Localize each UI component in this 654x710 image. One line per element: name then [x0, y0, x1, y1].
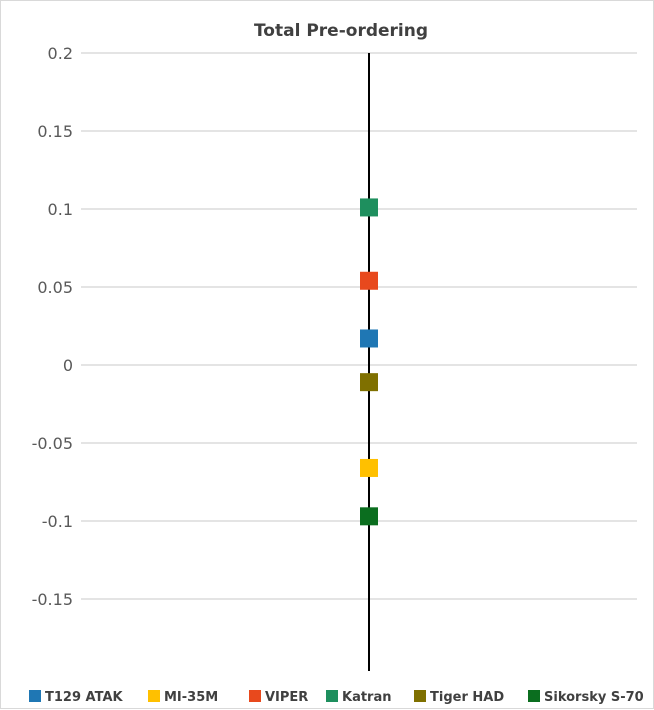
y-tick-label: 0.2: [48, 44, 73, 63]
y-axis-ticks: 0.2 0.15 0.1 0.05 0 -0.05 -0.1 -0.15: [32, 44, 73, 609]
legend-item: Sikorsky S-70: [528, 690, 644, 705]
legend-item: VIPER: [249, 690, 308, 705]
y-tick-label: -0.15: [32, 590, 73, 609]
legend-label: T129 ATAK: [45, 690, 124, 705]
legend-item: T129 ATAK: [29, 690, 124, 705]
y-tick-label: -0.05: [32, 434, 73, 453]
legend-label: Tiger HAD: [430, 690, 504, 705]
legend-item: Tiger HAD: [414, 690, 504, 705]
legend-item: Katran: [326, 690, 392, 705]
y-tick-label: 0.1: [48, 200, 73, 219]
legend-swatch: [29, 690, 41, 702]
legend-item: MI-35M: [148, 690, 218, 705]
legend-swatch: [326, 690, 338, 702]
y-tick-label: 0.15: [37, 122, 73, 141]
y-tick-label: 0.05: [37, 278, 73, 297]
data-point-mi-35m: [360, 458, 378, 477]
legend: T129 ATAK MI-35M VIPER Katran Tiger HAD Sikor…: [29, 690, 644, 705]
legend-swatch: [148, 690, 160, 702]
legend-swatch: [249, 690, 261, 702]
legend-swatch: [414, 690, 426, 702]
data-point-tiger-had: [360, 373, 378, 392]
data-point-viper: [360, 271, 378, 290]
legend-label: Katran: [342, 690, 392, 705]
y-tick-label: -0.1: [42, 512, 73, 531]
legend-label: VIPER: [265, 690, 308, 705]
data-point-katran: [360, 198, 378, 217]
legend-label: MI-35M: [164, 690, 218, 705]
chart-title: Total Pre-ordering: [254, 21, 428, 41]
legend-swatch: [528, 690, 540, 702]
data-point-sikorsky-s-70: [360, 507, 378, 526]
grid-lines: [81, 52, 637, 600]
legend-label: Sikorsky S-70: [544, 690, 644, 705]
data-points: [360, 198, 378, 526]
data-point-t129-atak: [360, 329, 378, 348]
y-tick-label: 0: [63, 356, 73, 375]
